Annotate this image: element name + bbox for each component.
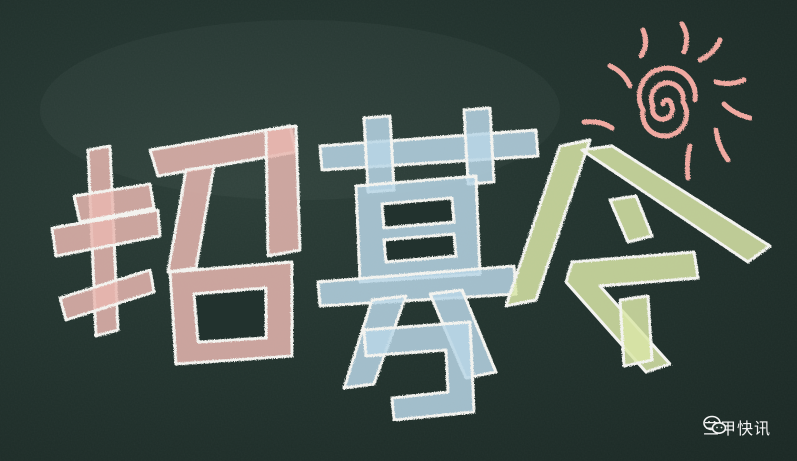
watermark: 三甲快讯 (703, 415, 771, 439)
wechat-icon (703, 415, 727, 434)
character-ling (504, 138, 772, 374)
character-mu (316, 106, 540, 422)
character-zhao (50, 124, 302, 366)
sun-doodle (581, 21, 753, 181)
